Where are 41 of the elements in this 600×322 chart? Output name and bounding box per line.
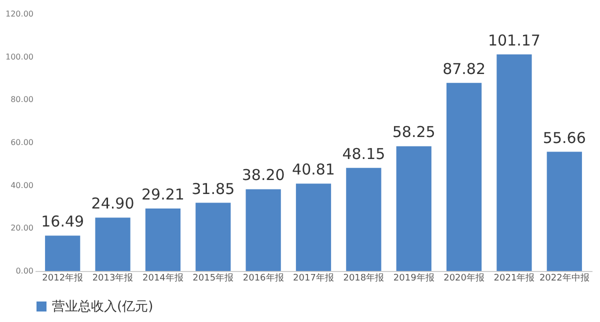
bar	[546, 152, 582, 271]
text: 31.85	[192, 180, 235, 198]
y-tick-label: 40.00	[10, 180, 34, 190]
x-tick-label: 2013年报	[92, 272, 134, 284]
bar	[246, 189, 281, 271]
text: 29.21	[141, 185, 184, 204]
text: 48.15	[342, 144, 386, 163]
x-tick-label: 2015年报	[192, 272, 234, 284]
y-tick-label: 20.00	[10, 224, 34, 233]
text: 101.17	[488, 31, 540, 50]
y-tick-label: 80.00	[10, 95, 34, 104]
x-tick-label: 2019年报	[393, 272, 434, 284]
legend-label: 营业总收入(亿元)	[52, 300, 154, 314]
text: 38.20	[242, 166, 285, 184]
bar	[496, 54, 532, 271]
y-tick-label: 60.00	[10, 138, 34, 147]
x-tick-label: 2016年报	[242, 272, 284, 284]
text: 24.90	[91, 194, 134, 213]
bar	[446, 82, 482, 271]
x-tick-label: 2017年报	[293, 272, 334, 284]
text: 87.82	[442, 60, 486, 78]
y-tick-label: 120.00	[6, 10, 34, 18]
x-tick-label: 2020年报	[444, 272, 484, 284]
y-tick-label: 0.00	[16, 266, 34, 276]
bar	[296, 184, 332, 271]
bar	[346, 168, 382, 271]
text: 58.25	[392, 123, 436, 142]
bar	[196, 202, 231, 271]
x-tick-label: 2012年报	[42, 272, 84, 284]
bar	[45, 236, 80, 271]
text: 16.49	[41, 212, 84, 231]
text: 40.81	[292, 160, 335, 179]
text: 55.66	[542, 128, 586, 147]
y-tick-label: 100.00	[6, 52, 34, 62]
bar	[95, 218, 130, 271]
x-tick-label: 2014年报	[142, 272, 184, 284]
bar	[396, 146, 432, 271]
x-tick-label: 2022年中报	[539, 272, 590, 284]
bar	[145, 208, 181, 271]
x-tick-label: 2021年报	[494, 272, 535, 284]
x-tick-label: 2018年报	[343, 272, 384, 284]
